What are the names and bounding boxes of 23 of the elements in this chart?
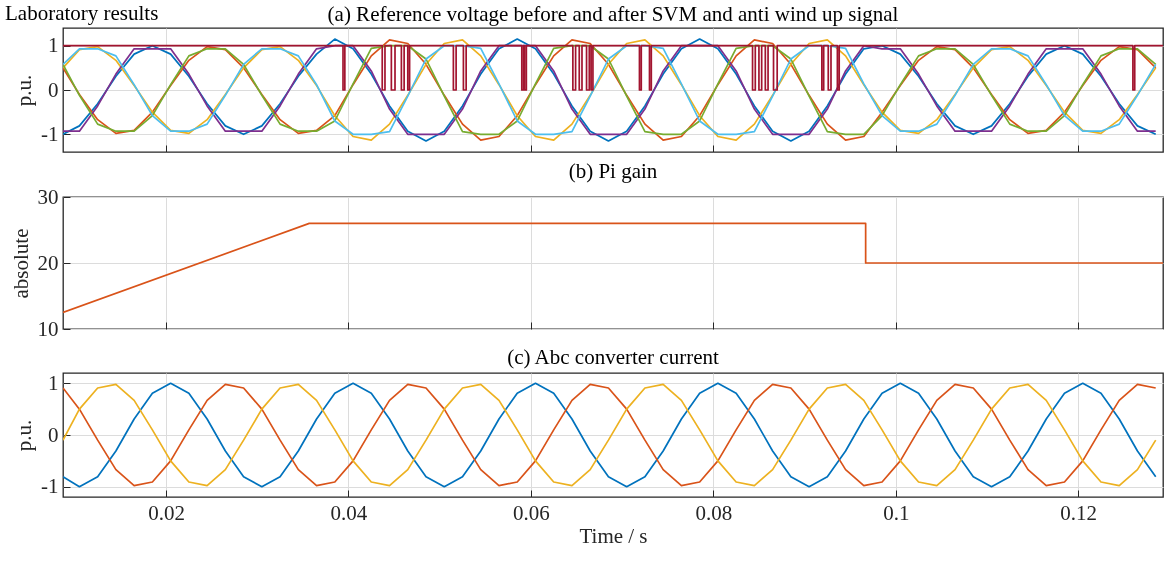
text: Laboratory results xyxy=(5,1,159,25)
chart-title: (a) Reference voltage before and after SVM and anti wind up signal xyxy=(327,2,899,26)
x-tick-label: 0.08 xyxy=(695,500,733,525)
chart-title: (c) Abc converter current xyxy=(507,345,719,370)
y-tick-label: 1 xyxy=(48,33,59,58)
y-tick-label: 10 xyxy=(37,316,59,341)
y-tick-label: 0 xyxy=(48,422,59,447)
x-tick-label: 0.04 xyxy=(330,500,368,525)
y-axis-title: p.u. xyxy=(12,74,37,107)
x-tick-label: 0.06 xyxy=(513,500,550,525)
y-tick-label: 30 xyxy=(37,184,59,209)
y-axis-title: p.u. xyxy=(12,419,37,452)
x-axis-title: Time / s xyxy=(579,523,648,548)
y-tick-label: 20 xyxy=(37,250,59,275)
y-axis-title: absolute xyxy=(8,228,33,299)
y-tick-label: 0 xyxy=(48,77,59,102)
chart-title: (b) Pi gain xyxy=(568,159,658,183)
y-tick-label: -1 xyxy=(41,121,59,146)
x-tick-label: 0.12 xyxy=(1060,500,1098,525)
x-tick-label: 0.1 xyxy=(883,500,910,525)
x-tick-label: 0.02 xyxy=(148,500,185,525)
y-tick-label: 1 xyxy=(48,370,59,395)
y-tick-label: -1 xyxy=(41,474,59,499)
